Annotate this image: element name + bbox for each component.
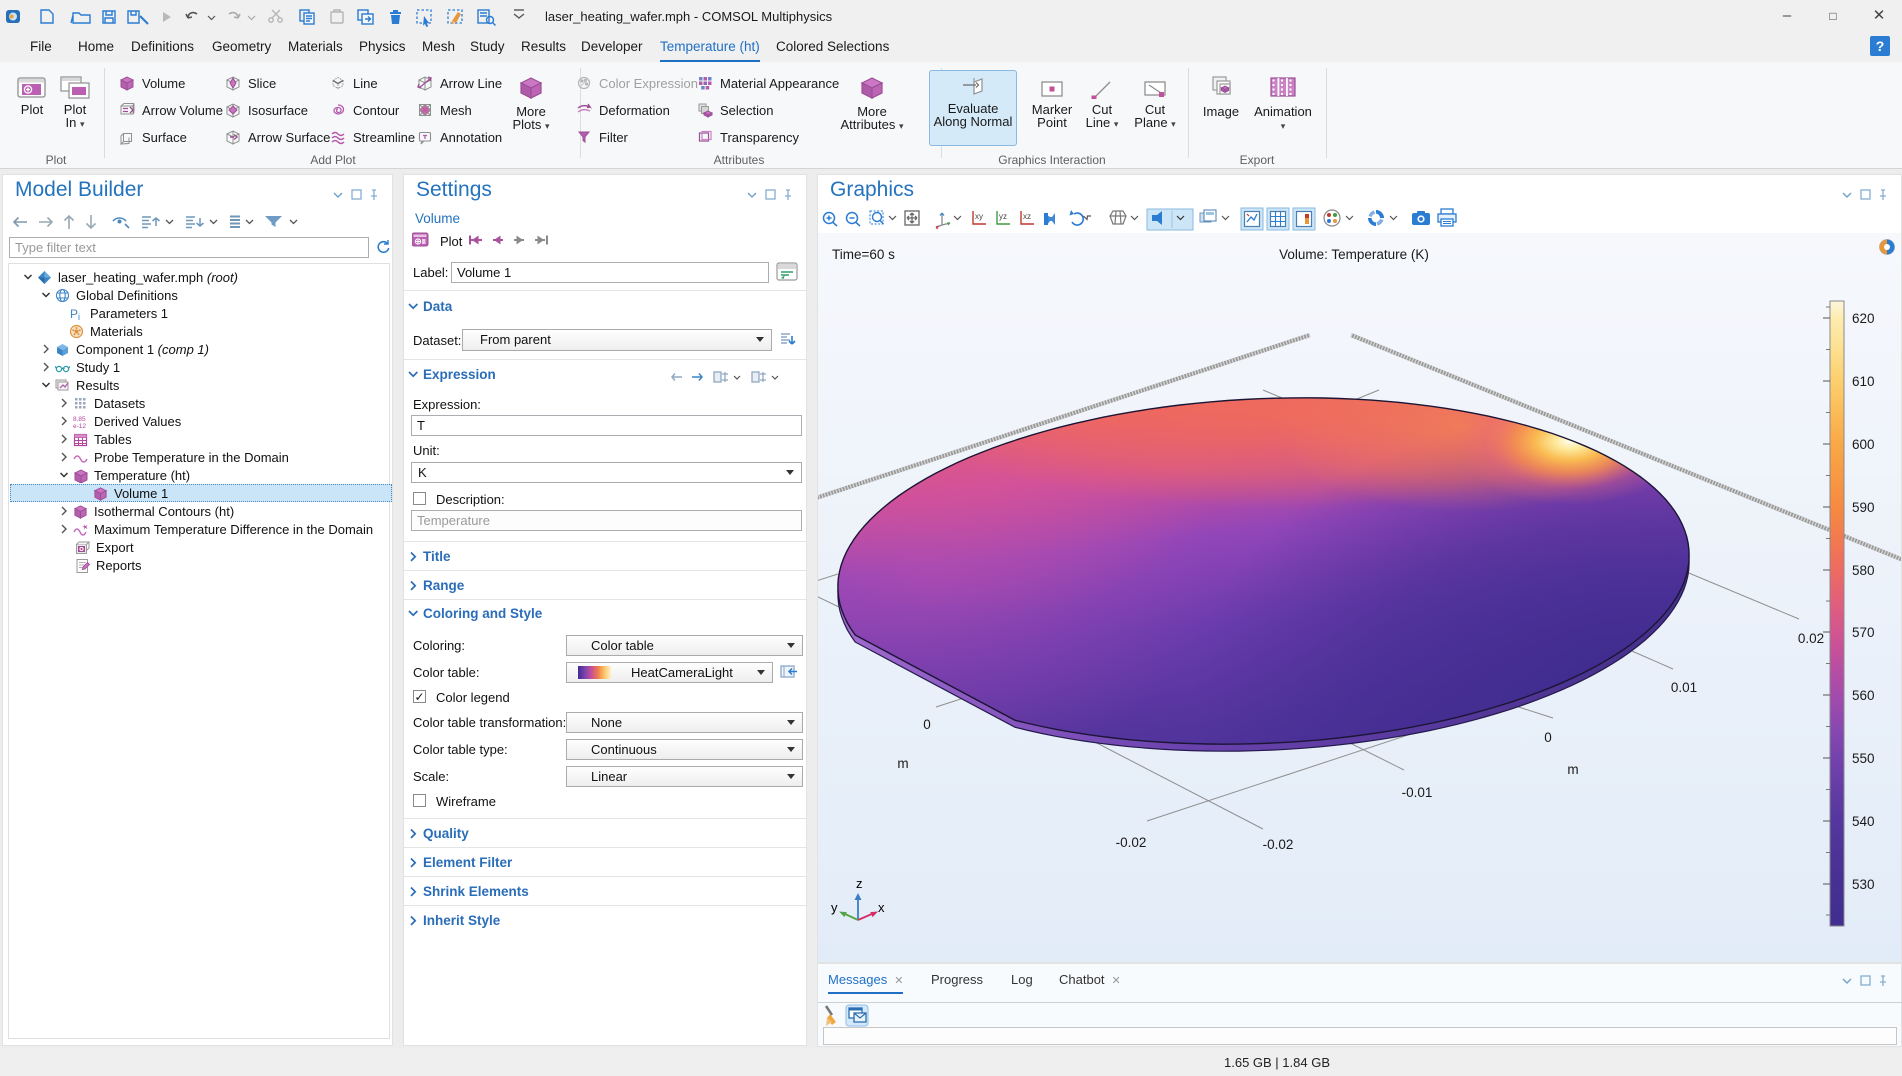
svg-text:m: m — [897, 756, 908, 771]
svg-text:-0.01: -0.01 — [1402, 785, 1433, 800]
svg-text:z: z — [856, 876, 863, 891]
svg-text:xy: xy — [975, 212, 983, 221]
svg-text:x: x — [878, 900, 885, 915]
svg-text:620: 620 — [1852, 311, 1875, 326]
svg-text:0.01: 0.01 — [1671, 680, 1697, 695]
svg-text:590: 590 — [1852, 500, 1875, 515]
svg-text:0: 0 — [923, 717, 931, 732]
svg-text:xz: xz — [1023, 212, 1031, 221]
svg-text:Time=60 s: Time=60 s — [832, 247, 895, 262]
svg-text:540: 540 — [1852, 814, 1875, 829]
svg-text:-0.02: -0.02 — [1116, 835, 1147, 850]
svg-text:610: 610 — [1852, 374, 1875, 389]
svg-text:570: 570 — [1852, 625, 1875, 640]
svg-text:0: 0 — [1544, 730, 1552, 745]
svg-text:Volume: Temperature (K): Volume: Temperature (K) — [1279, 247, 1429, 262]
svg-text:550: 550 — [1852, 751, 1875, 766]
svg-text:560: 560 — [1852, 688, 1875, 703]
svg-text:0.02: 0.02 — [1798, 631, 1824, 646]
svg-text:m: m — [1567, 762, 1578, 777]
svg-text:530: 530 — [1852, 877, 1875, 892]
svg-text:-0.02: -0.02 — [1263, 837, 1294, 852]
svg-text:600: 600 — [1852, 437, 1875, 452]
svg-text:y: y — [831, 900, 838, 915]
svg-text:yz: yz — [999, 212, 1007, 221]
svg-text:580: 580 — [1852, 563, 1875, 578]
